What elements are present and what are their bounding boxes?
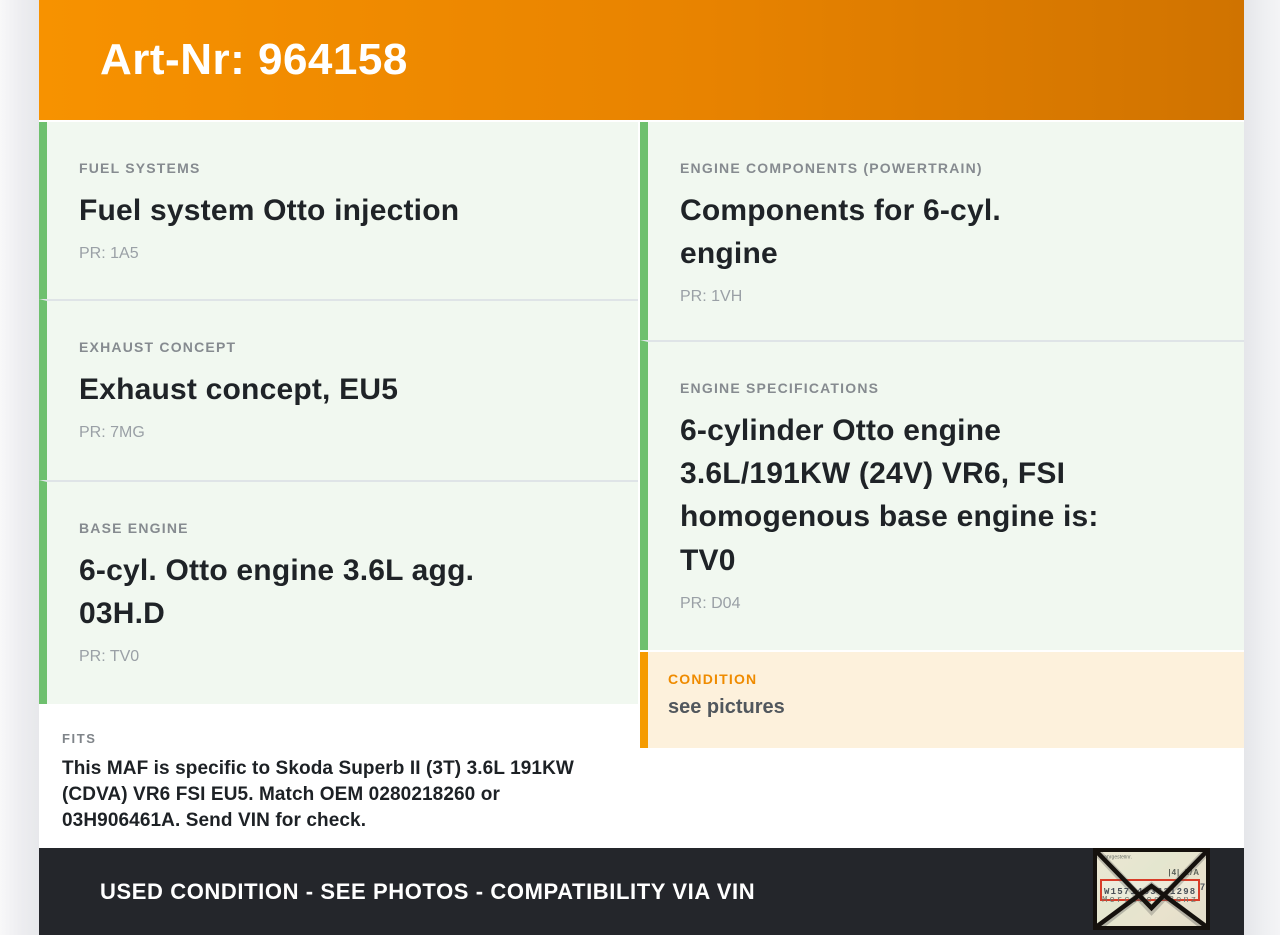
- card-pr-code: PR: 1VH: [680, 288, 743, 306]
- fits-label: FITS: [62, 731, 97, 746]
- card-pr-code: PR: 7MG: [79, 424, 145, 442]
- card-engine-specifications: ENGINE SPECIFICATIONS 6-cylinder Otto en…: [640, 340, 1244, 650]
- fits-section: FITS This MAF is specific to Skoda Super…: [39, 707, 638, 854]
- attribute-grid: FUEL SYSTEMS Fuel system Otto injection …: [39, 120, 1244, 854]
- card-exhaust-concept: EXHAUST CONCEPT Exhaust concept, EU5 PR:…: [39, 299, 638, 480]
- footer-banner: USED CONDITION - SEE PHOTOS - COMPATIBIL…: [39, 848, 1244, 935]
- card-engine-components: ENGINE COMPONENTS (POWERTRAIN) Component…: [640, 122, 1244, 340]
- card-category-label: FUEL SYSTEMS: [79, 160, 201, 176]
- footer-banner-text: USED CONDITION - SEE PHOTOS - COMPATIBIL…: [100, 878, 756, 904]
- card-pr-code: PR: TV0: [79, 648, 140, 666]
- stamp-brand-text: Mercedes-Benz: [1102, 895, 1199, 905]
- page-left-margin: [0, 0, 39, 935]
- right-column: ENGINE COMPONENTS (POWERTRAIN) Component…: [640, 122, 1244, 848]
- listing-panel: Art-Nr: 964158 FUEL SYSTEMS Fuel system …: [39, 0, 1244, 935]
- article-number-title: Art-Nr: 964158: [100, 35, 408, 84]
- envelope-cross-icon: [1097, 852, 1206, 926]
- card-category-label: BASE ENGINE: [79, 520, 189, 536]
- article-header: Art-Nr: 964158: [39, 0, 1244, 120]
- card-fuel-systems: FUEL SYSTEMS Fuel system Otto injection …: [39, 122, 638, 299]
- card-pr-code: PR: D04: [680, 594, 741, 612]
- card-title: Exhaust concept, EU5: [79, 373, 399, 406]
- card-title: 6-cylinder Otto engine 3.6L/191KW (24V) …: [680, 414, 1099, 577]
- fits-description: This MAF is specific to Skoda Superb II …: [62, 758, 574, 831]
- card-title: Fuel system Otto injection: [79, 194, 460, 227]
- card-title: 6-cyl. Otto engine 3.6L agg. 03H.D: [79, 554, 475, 631]
- card-base-engine: BASE ENGINE 6-cyl. Otto engine 3.6L agg.…: [39, 480, 638, 704]
- vin-suffix-digit: 7: [1199, 882, 1205, 892]
- card-category-label: ENGINE SPECIFICATIONS: [680, 380, 880, 396]
- condition-section: CONDITION see pictures: [640, 652, 1244, 748]
- condition-label: CONDITION: [668, 671, 758, 687]
- card-title: Components for 6-cyl. engine: [680, 194, 1001, 271]
- card-category-label: ENGINE COMPONENTS (POWERTRAIN): [680, 160, 983, 176]
- vin-document-stamp: Fahrgestellnr. |4| A/A W1571463J31298 7 …: [1093, 848, 1210, 930]
- left-column: FUEL SYSTEMS Fuel system Otto injection …: [39, 122, 638, 854]
- vin-number: W1571463J31298: [1104, 887, 1197, 897]
- card-category-label: EXHAUST CONCEPT: [79, 339, 237, 355]
- condition-value: see pictures: [668, 696, 785, 718]
- page-right-margin: [1244, 0, 1280, 935]
- stamp-fahrgestellnr-label: Fahrgestellnr.: [1101, 855, 1132, 861]
- card-pr-code: PR: 1A5: [79, 245, 139, 263]
